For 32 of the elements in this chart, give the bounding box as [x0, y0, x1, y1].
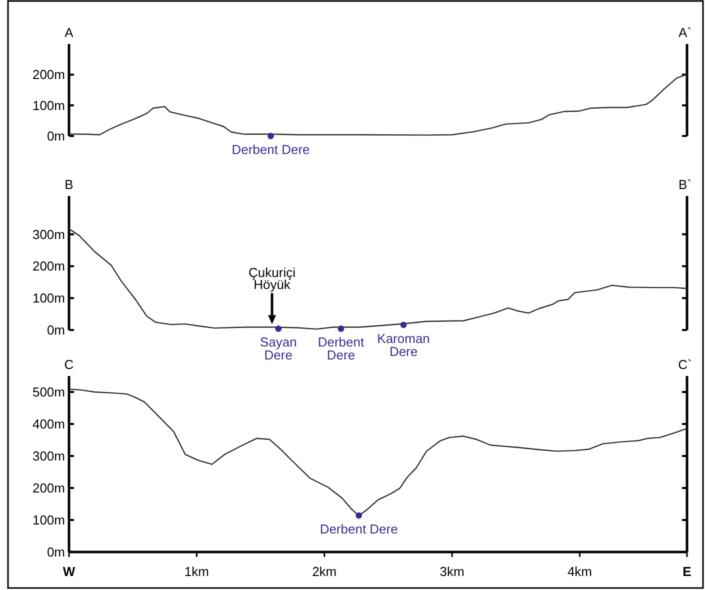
line-series — [68, 228, 688, 330]
annotation: Karoman Dere — [377, 330, 430, 359]
text: A` — [678, 25, 692, 40]
chart-title: B — [64, 177, 74, 192]
y-tick-label: 100m — [32, 98, 65, 113]
y-tick-label: 400m — [32, 416, 65, 432]
text: B` — [678, 177, 692, 192]
chart-title: A — [64, 25, 74, 40]
x-tick-label: 3km — [440, 564, 464, 579]
y-tick-label: 0m — [46, 322, 65, 338]
x-tick-label: 2km — [312, 564, 337, 579]
y-tick-label: 100m — [32, 512, 65, 528]
x-tick-label: E — [682, 564, 692, 579]
annotation: Çukuriçi Höyük — [248, 265, 296, 292]
annotation: Derbent Dere — [232, 142, 310, 157]
y-tick-label: 300m — [32, 226, 65, 242]
x-tick-label: W — [62, 564, 76, 579]
y-tick-label: 0m — [46, 544, 65, 560]
y-tick-label: 100m — [32, 290, 65, 306]
chart-title: C — [64, 357, 74, 372]
text: C` — [678, 357, 692, 372]
y-tick-label: 200m — [32, 258, 65, 274]
annotation: Derbent Dere — [318, 334, 364, 363]
x-tick-label: 4km — [567, 564, 592, 579]
y-tick-label: 500m — [32, 384, 65, 400]
y-tick-label: 0m — [46, 128, 65, 144]
y-tick-label: 200m — [32, 480, 65, 496]
annotation: Sayan Dere — [260, 334, 297, 363]
annotation: Derbent Dere — [320, 522, 398, 537]
y-tick-label: 300m — [32, 448, 65, 464]
y-tick-label: 200m — [32, 67, 65, 82]
x-tick-label: 1km — [184, 564, 209, 579]
